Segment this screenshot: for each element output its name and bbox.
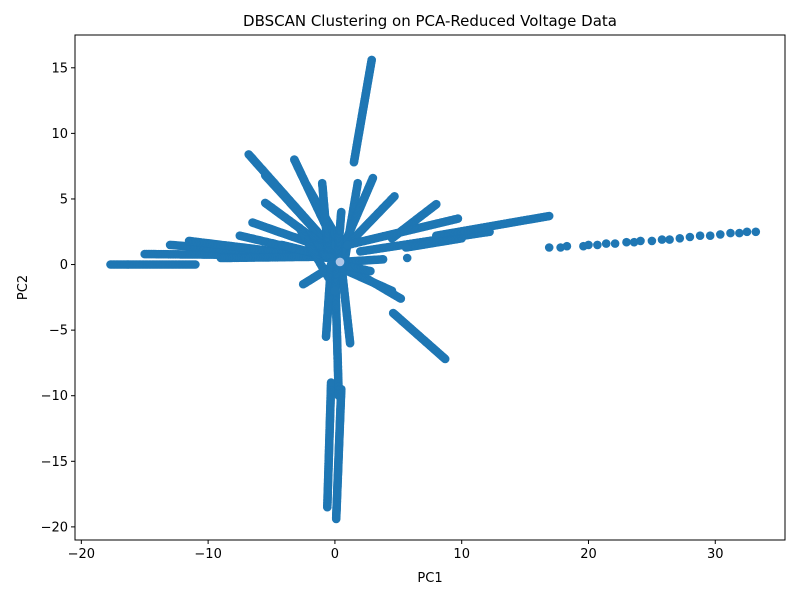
y-tick-label: −20: [41, 520, 68, 535]
x-tick-label: 20: [580, 547, 597, 562]
y-tick-label: 10: [51, 127, 68, 142]
chart-title: DBSCAN Clustering on PCA-Reduced Voltage…: [243, 12, 617, 30]
x-tick-label: 30: [707, 547, 724, 562]
y-tick-label: −5: [49, 324, 68, 339]
data-point-main: [657, 235, 667, 244]
data-point-main: [401, 243, 411, 252]
data-point-main: [584, 240, 593, 250]
data-point-main: [636, 236, 645, 246]
data-point-main: [742, 227, 752, 237]
y-tick-label: −10: [41, 389, 68, 404]
data-point-main: [751, 227, 761, 237]
axes-frame: [74, 34, 786, 541]
data-point-small: [335, 257, 345, 267]
data-point-main: [665, 235, 674, 244]
x-tick-label: 0: [331, 547, 339, 562]
axis-ticks: −20 −10 0 10 20 30 −20 −15 −10 −5 0 5 10 15: [41, 61, 724, 562]
data-point-main: [343, 240, 352, 250]
x-tick-label: 10: [453, 547, 470, 562]
data-point-main: [685, 232, 695, 242]
y-tick-label: −15: [41, 455, 68, 470]
data-point-main: [716, 230, 725, 239]
x-axis-label: PC1: [417, 571, 442, 586]
data-point-main: [593, 240, 602, 250]
data-point-main: [562, 241, 572, 251]
data-point-main: [610, 239, 620, 248]
y-tick-label: 15: [51, 61, 68, 76]
data-point-main: [330, 286, 340, 296]
data-point-main: [356, 247, 365, 256]
plot-area: [106, 55, 761, 524]
data-point-main: [647, 236, 657, 246]
data-point-main: [402, 253, 412, 263]
x-tick-label: −10: [194, 547, 221, 562]
data-point-main: [191, 260, 200, 269]
data-point-main: [675, 234, 685, 243]
data-point-main: [705, 231, 715, 240]
data-point-main: [622, 237, 631, 247]
x-tick-label: −20: [68, 547, 95, 562]
y-tick-label: 5: [60, 192, 68, 207]
data-point-main: [349, 157, 359, 167]
data-point-main: [388, 308, 398, 318]
data-point-main: [735, 228, 744, 238]
data-point-main: [629, 237, 639, 247]
data-point-main: [726, 228, 735, 238]
data-point-main: [695, 231, 705, 240]
data-point-main: [326, 378, 336, 387]
y-axis-label: PC2: [16, 275, 31, 300]
data-point-main: [601, 239, 611, 248]
data-point-main: [544, 243, 554, 252]
y-tick-label: 0: [60, 258, 68, 273]
